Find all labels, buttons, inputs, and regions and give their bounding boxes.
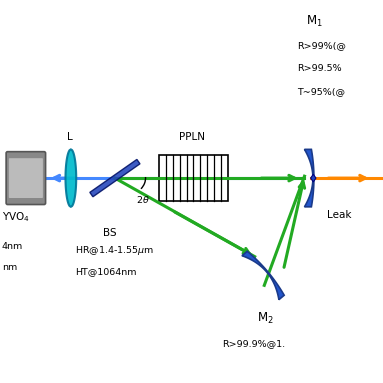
Text: HR@1.4-1.55$\mu$m: HR@1.4-1.55$\mu$m <box>75 244 154 257</box>
Text: R>99%(@: R>99%(@ <box>297 41 346 50</box>
Text: PPLN: PPLN <box>179 132 205 142</box>
Polygon shape <box>65 149 76 207</box>
Text: nm: nm <box>2 263 17 272</box>
Text: 2$\theta$: 2$\theta$ <box>136 194 150 205</box>
FancyBboxPatch shape <box>6 152 46 205</box>
Text: Leak: Leak <box>327 210 352 220</box>
Polygon shape <box>304 149 314 207</box>
Bar <box>159 155 228 201</box>
Polygon shape <box>90 159 140 197</box>
Text: YVO$_4$: YVO$_4$ <box>2 210 30 224</box>
Text: BS: BS <box>103 228 116 237</box>
Text: M$_1$: M$_1$ <box>306 14 323 29</box>
Text: T~95%(@: T~95%(@ <box>297 87 345 96</box>
Text: L: L <box>67 132 73 142</box>
Text: HT@1064nm: HT@1064nm <box>75 267 136 276</box>
Polygon shape <box>242 251 284 300</box>
Text: M$_2$: M$_2$ <box>257 311 273 326</box>
Polygon shape <box>311 174 316 182</box>
Text: 4nm: 4nm <box>2 242 23 251</box>
FancyBboxPatch shape <box>9 158 43 198</box>
Text: R>99.5%: R>99.5% <box>297 64 342 73</box>
Text: R>99.9%@1.: R>99.9%@1. <box>222 340 285 349</box>
